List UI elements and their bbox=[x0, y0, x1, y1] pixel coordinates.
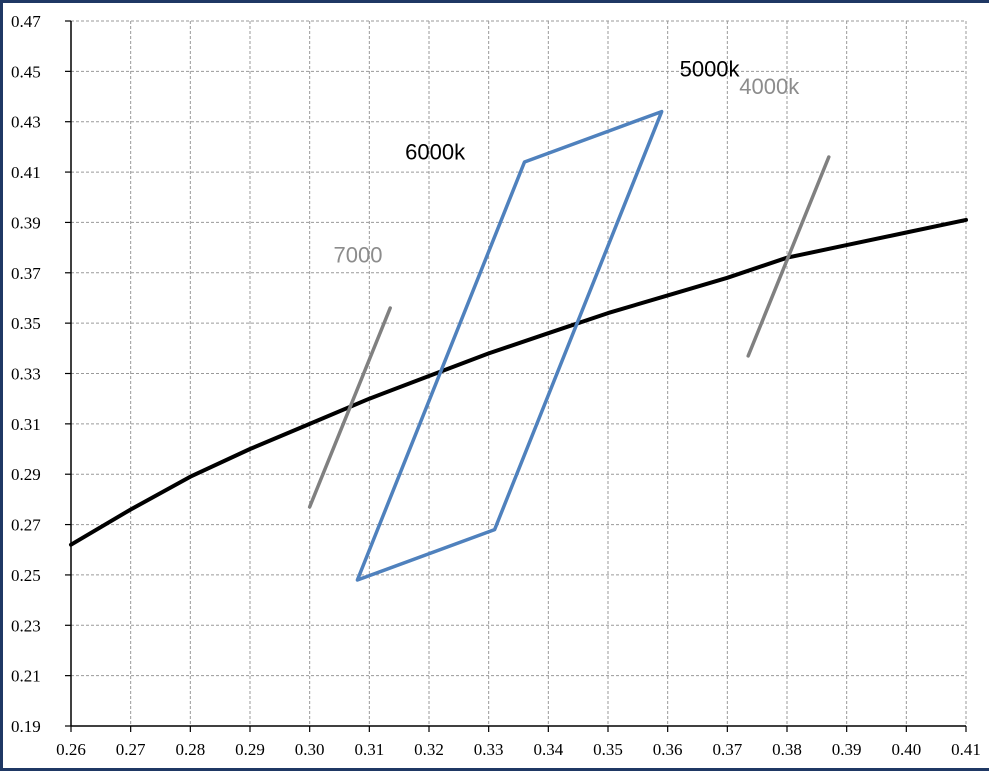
y-tick-label: 0.21 bbox=[11, 667, 41, 686]
x-tick-label: 0.32 bbox=[414, 740, 444, 759]
annotation-label: 6000k bbox=[405, 139, 466, 164]
y-tick-label: 0.43 bbox=[11, 113, 41, 132]
y-tick-label: 0.41 bbox=[11, 163, 41, 182]
x-tick-label: 0.28 bbox=[175, 740, 205, 759]
y-tick-label: 0.45 bbox=[11, 62, 41, 81]
x-tick-label: 0.33 bbox=[474, 740, 504, 759]
x-tick-label: 0.38 bbox=[772, 740, 802, 759]
series-group bbox=[69, 109, 968, 582]
x-tick-label: 0.29 bbox=[235, 740, 265, 759]
y-tick-label: 0.35 bbox=[11, 314, 41, 333]
annotation-label: 5000k bbox=[680, 56, 741, 81]
y-tick-label: 0.23 bbox=[11, 616, 41, 635]
y-tick-label: 0.25 bbox=[11, 566, 41, 585]
series-line-3 bbox=[307, 306, 392, 509]
series-line-4 bbox=[746, 155, 831, 358]
x-tick-label: 0.26 bbox=[56, 740, 86, 759]
x-tick-label: 0.30 bbox=[295, 740, 325, 759]
axes bbox=[65, 20, 967, 732]
x-tick-label: 0.35 bbox=[593, 740, 623, 759]
y-tick-label: 0.27 bbox=[11, 516, 41, 535]
series-line-2 bbox=[355, 109, 664, 582]
series-line-1 bbox=[69, 217, 968, 547]
x-tick-label: 0.39 bbox=[832, 740, 862, 759]
annotation-label: 4000k bbox=[739, 74, 800, 99]
x-tick-labels: 0.26 0.27 0.28 0.29 0.30 0.31 0.32 0.33 0.34 0.35… bbox=[56, 740, 981, 759]
y-tick-label: 0.31 bbox=[11, 415, 41, 434]
x-tick-label: 0.36 bbox=[653, 740, 683, 759]
x-tick-label: 0.41 bbox=[951, 740, 981, 759]
grid bbox=[70, 20, 967, 727]
x-tick-label: 0.27 bbox=[116, 740, 146, 759]
y-tick-label: 0.47 bbox=[11, 12, 41, 31]
y-tick-label: 0.19 bbox=[11, 717, 41, 736]
y-tick-label: 0.39 bbox=[11, 213, 41, 232]
x-tick-label: 0.40 bbox=[891, 740, 921, 759]
chromaticity-chart: 0.26 0.27 0.28 0.29 0.30 0.31 0.32 0.33 0.34 0.35… bbox=[11, 12, 981, 759]
y-tick-label: 0.29 bbox=[11, 465, 41, 484]
x-tick-label: 0.37 bbox=[712, 740, 742, 759]
y-tick-label: 0.37 bbox=[11, 264, 41, 283]
y-tick-labels: 0.19 0.21 0.23 0.25 0.27 0.29 0.31 0.33 0.35 0.37… bbox=[11, 12, 41, 736]
y-tick-label: 0.33 bbox=[11, 365, 41, 384]
annotation-label: 7000 bbox=[334, 243, 383, 268]
x-tick-label: 0.31 bbox=[354, 740, 384, 759]
x-tick-label: 0.34 bbox=[533, 740, 563, 759]
